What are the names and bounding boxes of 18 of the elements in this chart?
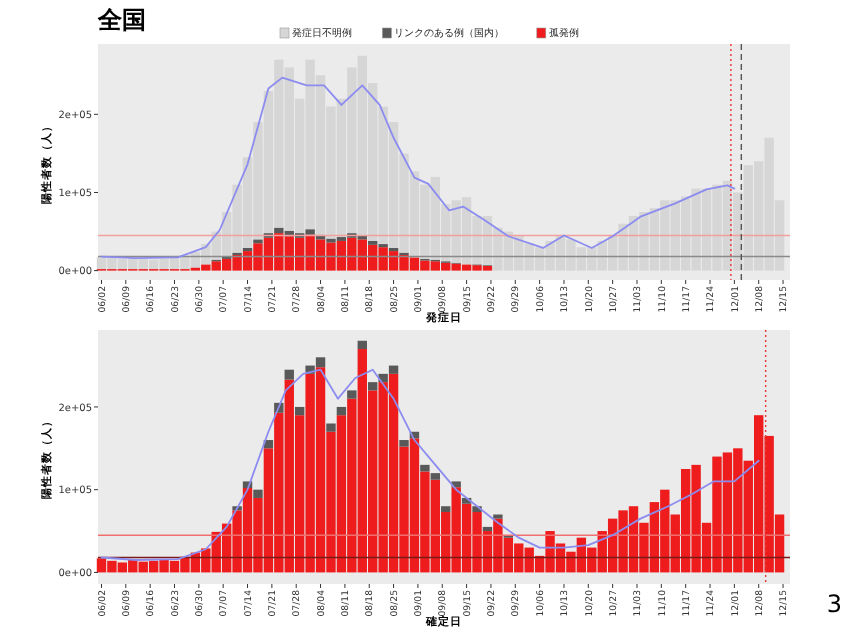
bar [357, 340, 367, 350]
chart-title: 全国 [96, 6, 146, 34]
bar [326, 423, 336, 432]
line-series [100, 76, 736, 260]
bar [253, 489, 263, 498]
bar [388, 365, 399, 374]
line-series [100, 368, 760, 561]
bar [294, 406, 305, 416]
bar [368, 382, 378, 391]
bar [420, 464, 430, 472]
text: 3 [826, 590, 842, 618]
bar [441, 506, 451, 513]
bar [336, 406, 347, 416]
bar [399, 440, 409, 447]
bar [430, 473, 440, 480]
bar [347, 390, 357, 399]
bar [482, 526, 493, 532]
bar [284, 369, 294, 380]
